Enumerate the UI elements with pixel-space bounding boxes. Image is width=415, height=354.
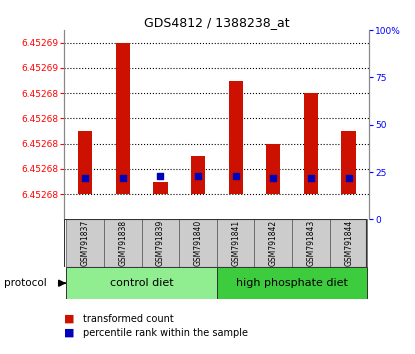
Text: GSM791840: GSM791840 (193, 220, 203, 267)
Bar (266, 144, 281, 194)
Bar (66, 219, 104, 267)
Bar (191, 156, 205, 194)
Point (345, 175, 352, 181)
Title: GDS4812 / 1388238_at: GDS4812 / 1388238_at (144, 16, 290, 29)
Text: protocol: protocol (4, 278, 47, 288)
Bar (78, 131, 92, 194)
Bar (217, 219, 254, 267)
Text: high phosphate diet: high phosphate diet (236, 278, 348, 288)
Bar (115, 43, 130, 194)
Bar (342, 131, 356, 194)
Text: GSM791844: GSM791844 (344, 220, 353, 267)
Bar (66, 267, 217, 299)
Bar (179, 219, 217, 267)
Text: control diet: control diet (110, 278, 173, 288)
Bar (254, 219, 292, 267)
Bar (104, 219, 142, 267)
Text: GSM791842: GSM791842 (269, 220, 278, 267)
Point (308, 175, 314, 181)
Text: GSM791843: GSM791843 (307, 220, 315, 267)
Text: GSM791837: GSM791837 (81, 220, 90, 267)
Bar (229, 81, 243, 194)
Bar (142, 219, 179, 267)
Text: GSM791838: GSM791838 (118, 220, 127, 267)
Bar (330, 219, 367, 267)
Bar (292, 219, 330, 267)
Point (157, 173, 164, 179)
Text: ■: ■ (64, 314, 75, 324)
Point (120, 175, 126, 181)
Bar (304, 93, 318, 194)
Point (82, 175, 88, 181)
Point (195, 173, 201, 179)
Text: ■: ■ (64, 328, 75, 338)
Text: GSM791841: GSM791841 (231, 220, 240, 267)
Text: percentile rank within the sample: percentile rank within the sample (83, 328, 248, 338)
Point (270, 175, 277, 181)
Bar (217, 267, 367, 299)
Text: GSM791839: GSM791839 (156, 220, 165, 267)
Bar (153, 182, 168, 194)
Point (232, 173, 239, 179)
Text: transformed count: transformed count (83, 314, 174, 324)
